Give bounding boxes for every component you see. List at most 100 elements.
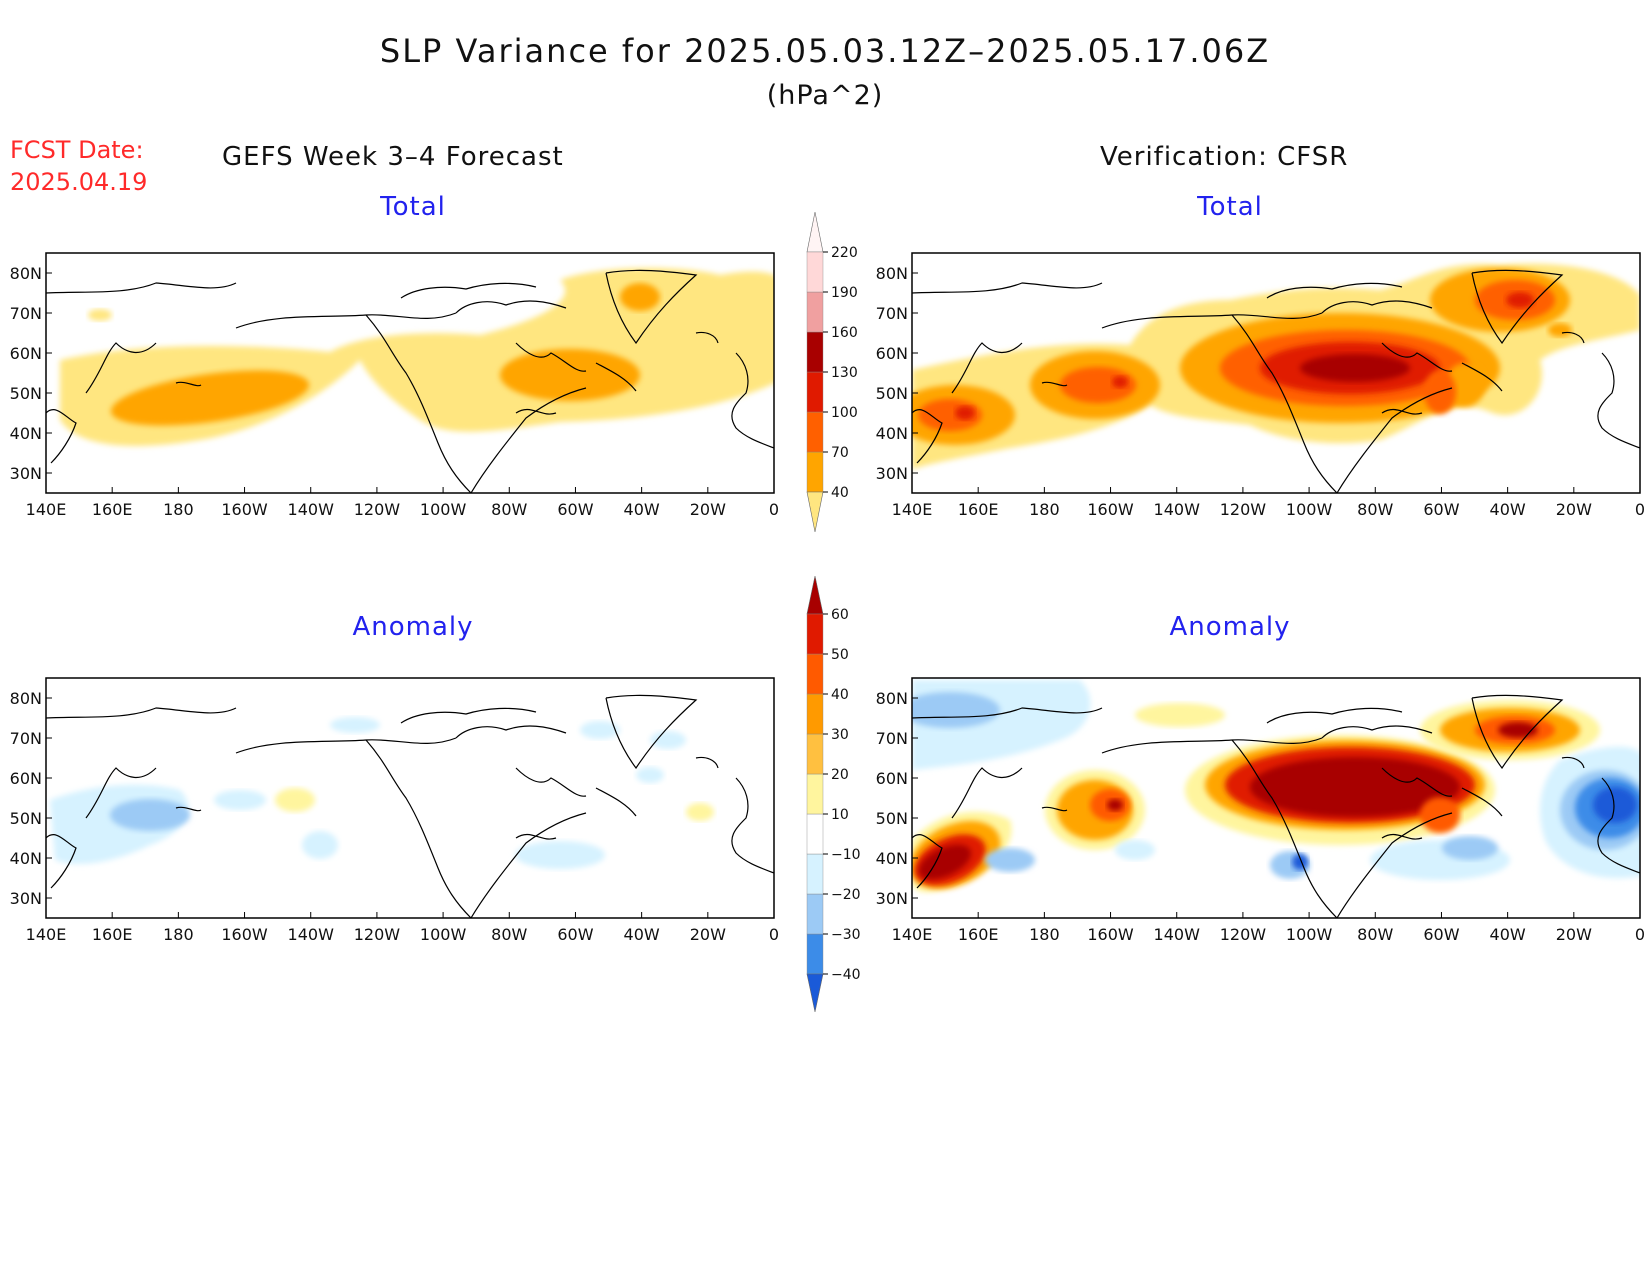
lat-tick-label: 60N <box>10 344 42 363</box>
fcst-date-value: 2025.04.19 <box>10 168 148 196</box>
colorbar-label: −40 <box>831 967 861 983</box>
colorbar-label: 220 <box>831 245 858 261</box>
colorbar-swatch <box>806 613 824 655</box>
lat-tick-label: 30N <box>10 464 42 483</box>
coastline <box>1381 767 1453 797</box>
lat-tick-label: 60N <box>876 344 908 363</box>
colorbar-label: 40 <box>831 687 849 703</box>
colorbar-label: 190 <box>831 285 858 301</box>
lat-tick-label: 40N <box>876 849 908 868</box>
coastline <box>1381 342 1453 372</box>
lon-tick-label: 180 <box>1029 500 1060 519</box>
panel-frame <box>911 252 1641 494</box>
lon-tick-label: 160E <box>92 925 133 944</box>
coastlines <box>912 269 1640 493</box>
lon-tick-label: 0 <box>769 925 779 944</box>
lon-tick-label: 140E <box>892 925 933 944</box>
lon-tick-label: 60W <box>1423 500 1459 519</box>
lat-tick-label: 50N <box>10 384 42 403</box>
colorbar-swatch <box>806 291 824 333</box>
lon-tick-label: 140E <box>892 500 933 519</box>
coastline <box>46 707 237 719</box>
coastline <box>1101 312 1323 329</box>
panel-frame <box>45 677 775 919</box>
coastline <box>605 269 698 345</box>
colorbar-swatch <box>806 853 824 895</box>
lon-tick-label: 100W <box>1286 500 1333 519</box>
gefs-total-panel: 30N 40N 50N 60N 70N 80N 140E 160E 180 160W 140W 120… <box>10 252 779 519</box>
colorbar-label: 60 <box>831 607 849 623</box>
lon-tick-label: 40W <box>624 925 660 944</box>
coastline <box>515 342 587 372</box>
lon-tick-label: 20W <box>690 500 726 519</box>
lon-tick-label: 160W <box>1087 500 1134 519</box>
gefs-total-title: Total <box>380 192 446 222</box>
cfsr-total-panel: 30N 40N 50N 60N 70N 80N 140E 160E 180 160W 140W 120… <box>876 252 1645 519</box>
coastline <box>1231 739 1338 918</box>
colorbar-swatch <box>806 371 824 413</box>
lon-tick-label: 20W <box>1556 500 1592 519</box>
colorbar-swatch <box>806 251 824 293</box>
lon-tick-label: 140W <box>1154 925 1201 944</box>
coastline <box>951 767 1023 819</box>
coastline <box>1266 707 1403 724</box>
coastline <box>175 806 202 812</box>
lon-tick-label: 60W <box>557 925 593 944</box>
lon-tick-label: 180 <box>163 500 194 519</box>
lon-tick-label: 100W <box>420 500 467 519</box>
coastline <box>1461 787 1503 817</box>
lat-tick-label: 80N <box>10 689 42 708</box>
colorbar-swatch <box>806 693 824 735</box>
lat-tick-label: 70N <box>10 729 42 748</box>
coastline <box>1321 725 1433 739</box>
lat-tick-label: 70N <box>10 304 42 323</box>
lat-tick-label: 50N <box>876 384 908 403</box>
lat-tick-label: 60N <box>876 769 908 788</box>
colorbar-swatch <box>806 733 824 775</box>
lat-tick-label: 40N <box>876 424 908 443</box>
lon-tick-label: 100W <box>1286 925 1333 944</box>
coastline <box>595 362 637 392</box>
coastline <box>1561 756 1585 769</box>
coastline <box>1471 269 1564 345</box>
left-column-title: GEFS Week 3–4 Forecast <box>222 142 564 172</box>
coastline <box>1381 408 1423 415</box>
colorbar-label: 70 <box>831 445 849 461</box>
colorbar-swatch <box>806 331 824 373</box>
shade-70-100 <box>620 283 660 311</box>
lon-tick-label: 120W <box>354 925 401 944</box>
right-column-title: Verification: CFSR <box>1100 142 1349 172</box>
gefs-total-shading <box>60 268 774 446</box>
coastline <box>1461 362 1503 392</box>
lon-tick-label: 80W <box>491 500 527 519</box>
coastline <box>1471 694 1564 770</box>
lon-tick-label: 20W <box>1556 925 1592 944</box>
anomaly-colorbar: −40 −30 −20 −10 10 20 30 40 50 60 <box>806 575 861 1013</box>
lon-tick-label: 120W <box>1220 500 1267 519</box>
coastlines <box>46 694 774 918</box>
coastline <box>400 282 537 299</box>
lon-tick-label: 0 <box>1635 925 1645 944</box>
cfsr-anomaly-panel: 30N 40N 50N 60N 70N 80N 140E 160E 180 160W 140W 120… <box>876 677 1645 944</box>
coastline <box>912 282 1103 294</box>
colorbar-label: 40 <box>831 485 849 501</box>
lon-tick-label: 40W <box>1490 500 1526 519</box>
lon-tick-label: 120W <box>354 500 401 519</box>
lat-tick-label: 80N <box>10 264 42 283</box>
lon-tick-label: 80W <box>1357 925 1393 944</box>
lat-tick-label: 50N <box>876 809 908 828</box>
colorbar-label: 30 <box>831 727 849 743</box>
lon-tick-label: 160W <box>221 500 268 519</box>
total-colorbar: 40 70 100 130 160 190 220 <box>806 211 858 533</box>
gefs-anomaly-title: Anomaly <box>352 612 474 642</box>
coastline <box>695 331 719 344</box>
colorbar-swatch <box>806 773 824 815</box>
lon-tick-label: 160W <box>1087 925 1134 944</box>
coastline <box>515 833 557 840</box>
coastline <box>365 314 472 493</box>
lon-tick-label: 160E <box>92 500 133 519</box>
coastline <box>515 408 557 415</box>
lat-tick-label: 60N <box>10 769 42 788</box>
lon-tick-label: 160E <box>958 925 999 944</box>
